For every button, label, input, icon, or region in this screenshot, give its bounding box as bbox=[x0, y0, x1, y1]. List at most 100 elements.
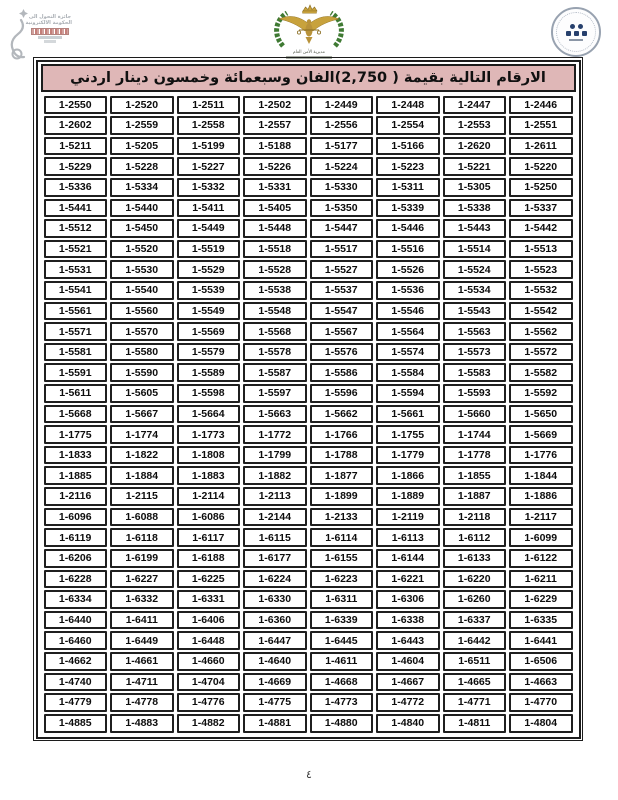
number-cell: 1-6228 bbox=[43, 569, 107, 589]
number-cell: 1-5188 bbox=[243, 136, 307, 156]
number-cell: 1-6113 bbox=[376, 528, 440, 547]
number-cell: 1-4881 bbox=[243, 713, 307, 733]
number-cell: 1-1882 bbox=[243, 466, 307, 486]
number-cell: 1-4804 bbox=[509, 713, 573, 733]
number-cell: 1-6122 bbox=[509, 548, 573, 568]
number-cell: 1-5598 bbox=[176, 384, 240, 403]
number-cell: 1-4880 bbox=[309, 713, 373, 733]
award-logo-text-line1: جائزة التحول الى bbox=[28, 14, 72, 20]
number-cell: 1-5571 bbox=[43, 322, 107, 341]
number-cell: 1-5597 bbox=[243, 384, 307, 403]
number-cell: 1-5579 bbox=[176, 342, 240, 362]
emblem-caption: مديرية الأمن العام bbox=[293, 50, 325, 55]
number-cell: 1-2116 bbox=[43, 487, 107, 506]
seal-dot bbox=[577, 23, 583, 29]
number-cell: 1-5405 bbox=[243, 198, 307, 218]
number-cell: 1-5516 bbox=[376, 239, 440, 259]
number-cell: 1-5660 bbox=[442, 404, 506, 424]
number-cell: 1-5530 bbox=[110, 260, 174, 279]
table-row: 1-6119 1-6118 1-6117 1-6115 1-6114 1-6113 1-61… bbox=[43, 528, 573, 547]
number-cell: 1-6441 bbox=[509, 631, 573, 650]
number-cell: 1-1877 bbox=[309, 466, 373, 486]
number-cell: 1-5524 bbox=[442, 260, 506, 279]
number-cell: 1-6445 bbox=[309, 631, 373, 650]
number-cell: 1-5592 bbox=[509, 384, 573, 403]
number-cell: 1-5224 bbox=[309, 157, 373, 176]
number-cell: 1-4775 bbox=[243, 693, 307, 712]
number-cell: 1-5662 bbox=[309, 404, 373, 424]
number-cell: 1-5521 bbox=[43, 239, 107, 259]
table-row: 1-5531 1-5530 1-5529 1-5528 1-5527 1-5526 1-55… bbox=[43, 260, 573, 279]
table-row: 1-5512 1-5450 1-5449 1-5448 1-5447 1-5446 1-54… bbox=[43, 219, 573, 238]
number-cell: 1-5517 bbox=[309, 239, 373, 259]
number-cell: 1-5540 bbox=[110, 280, 174, 300]
number-cell: 1-2119 bbox=[376, 507, 440, 527]
number-cell: 1-1886 bbox=[509, 487, 573, 506]
number-cell: 1-6177 bbox=[243, 548, 307, 568]
table-row: 1-2116 1-2115 1-2114 1-2113 1-1899 1-1889 1-18… bbox=[43, 487, 573, 506]
number-cell: 1-1755 bbox=[376, 425, 440, 444]
number-cell: 1-5311 bbox=[376, 177, 440, 197]
number-cell: 1-4711 bbox=[110, 672, 174, 692]
number-cell: 1-4668 bbox=[309, 672, 373, 692]
numbers-grid: 1-2550 1-2520 1-2511 1-2502 1-2449 1-2448 1-24… bbox=[41, 94, 576, 735]
number-cell: 1-5528 bbox=[243, 260, 307, 279]
seal-inner-ring bbox=[556, 12, 596, 52]
number-cell: 1-6223 bbox=[309, 569, 373, 589]
number-cell: 1-5205 bbox=[110, 136, 174, 156]
number-cell: 1-2620 bbox=[442, 136, 506, 156]
table-row: 1-4779 1-4778 1-4776 1-4775 1-4773 1-4772 1-47… bbox=[43, 693, 573, 712]
table-row: 1-5211 1-5205 1-5199 1-5188 1-5177 1-5166 1-26… bbox=[43, 136, 573, 156]
seal-dot bbox=[565, 30, 571, 36]
number-cell: 1-2553 bbox=[442, 116, 506, 135]
table-row: 1-5668 1-5667 1-5664 1-5663 1-5662 1-5661 1-56… bbox=[43, 404, 573, 424]
number-cell: 1-6112 bbox=[442, 528, 506, 547]
table-row: 1-5229 1-5228 1-5227 1-5226 1-5224 1-5223 1-52… bbox=[43, 157, 573, 176]
number-cell: 1-5549 bbox=[176, 301, 240, 321]
number-cell: 1-5220 bbox=[509, 157, 573, 176]
number-cell: 1-5594 bbox=[376, 384, 440, 403]
number-cell: 1-5669 bbox=[509, 425, 573, 444]
number-cell: 1-5561 bbox=[43, 301, 107, 321]
table-row: 1-6440 1-6411 1-6406 1-6360 1-6339 1-6338 1-63… bbox=[43, 610, 573, 630]
number-cell: 1-5334 bbox=[110, 177, 174, 197]
number-cell: 1-5664 bbox=[176, 404, 240, 424]
number-cell: 1-5443 bbox=[442, 219, 506, 238]
number-cell: 1-5166 bbox=[376, 136, 440, 156]
table-row: 1-5336 1-5334 1-5332 1-5331 1-5330 1-5311 1-53… bbox=[43, 177, 573, 197]
number-cell: 1-1855 bbox=[442, 466, 506, 486]
number-cell: 1-6338 bbox=[376, 610, 440, 630]
number-cell: 1-4882 bbox=[176, 713, 240, 733]
number-cell: 1-5542 bbox=[509, 301, 573, 321]
number-cell: 1-1866 bbox=[376, 466, 440, 486]
number-cell: 1-5529 bbox=[176, 260, 240, 279]
number-cell: 1-6225 bbox=[176, 569, 240, 589]
number-cell: 1-4611 bbox=[309, 651, 373, 671]
number-cell: 1-6440 bbox=[43, 610, 107, 630]
seal-dot bbox=[569, 23, 575, 29]
number-cell: 1-1844 bbox=[509, 466, 573, 486]
number-cell: 1-2550 bbox=[43, 95, 107, 115]
number-cell: 1-5337 bbox=[509, 198, 573, 218]
number-cell: 1-6096 bbox=[43, 507, 107, 527]
seal-caption-bar bbox=[569, 38, 583, 41]
number-cell: 1-5518 bbox=[243, 239, 307, 259]
number-cell: 1-6114 bbox=[309, 528, 373, 547]
award-swirl-icon bbox=[10, 9, 28, 60]
number-cell: 1-1822 bbox=[110, 445, 174, 465]
number-cell: 1-5336 bbox=[43, 177, 107, 197]
number-cell: 1-1775 bbox=[43, 425, 107, 444]
number-cell: 1-4776 bbox=[176, 693, 240, 712]
number-cell: 1-5569 bbox=[176, 322, 240, 341]
number-cell: 1-5527 bbox=[309, 260, 373, 279]
number-cell: 1-2520 bbox=[110, 95, 174, 115]
number-cell: 1-5447 bbox=[309, 219, 373, 238]
number-cell: 1-5584 bbox=[376, 363, 440, 383]
number-cell: 1-6144 bbox=[376, 548, 440, 568]
number-cell: 1-5574 bbox=[376, 342, 440, 362]
number-cell: 1-6360 bbox=[243, 610, 307, 630]
number-cell: 1-6406 bbox=[176, 610, 240, 630]
number-cell: 1-6199 bbox=[110, 548, 174, 568]
number-cell: 1-5668 bbox=[43, 404, 107, 424]
seal-dot bbox=[573, 30, 579, 36]
